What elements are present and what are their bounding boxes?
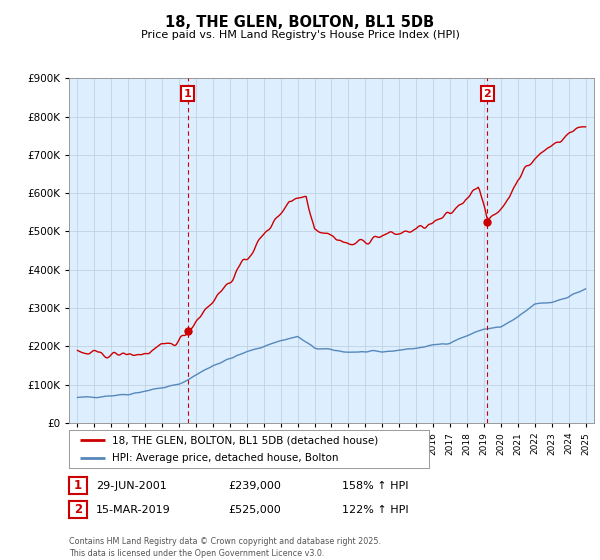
Text: 29-JUN-2001: 29-JUN-2001 xyxy=(96,480,167,491)
Text: HPI: Average price, detached house, Bolton: HPI: Average price, detached house, Bolt… xyxy=(112,452,338,463)
Text: 1: 1 xyxy=(184,88,191,99)
Text: 18, THE GLEN, BOLTON, BL1 5DB: 18, THE GLEN, BOLTON, BL1 5DB xyxy=(166,15,434,30)
Text: £525,000: £525,000 xyxy=(228,505,281,515)
Text: Contains HM Land Registry data © Crown copyright and database right 2025.
This d: Contains HM Land Registry data © Crown c… xyxy=(69,537,381,558)
Text: 2: 2 xyxy=(74,503,82,516)
Text: 18, THE GLEN, BOLTON, BL1 5DB (detached house): 18, THE GLEN, BOLTON, BL1 5DB (detached … xyxy=(112,435,379,445)
Text: Price paid vs. HM Land Registry's House Price Index (HPI): Price paid vs. HM Land Registry's House … xyxy=(140,30,460,40)
Text: 15-MAR-2019: 15-MAR-2019 xyxy=(96,505,171,515)
Text: 2: 2 xyxy=(484,88,491,99)
Text: 1: 1 xyxy=(74,479,82,492)
Text: 122% ↑ HPI: 122% ↑ HPI xyxy=(342,505,409,515)
Text: £239,000: £239,000 xyxy=(228,480,281,491)
Text: 158% ↑ HPI: 158% ↑ HPI xyxy=(342,480,409,491)
